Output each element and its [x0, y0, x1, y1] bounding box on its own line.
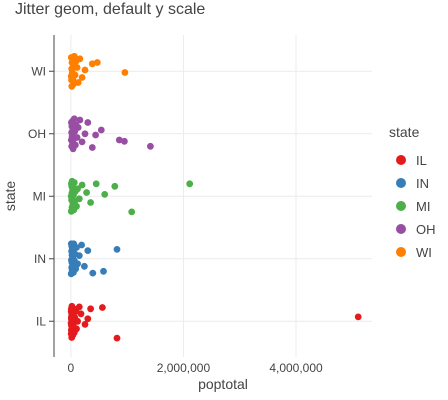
data-point	[81, 262, 88, 270]
x-tick-label: 4,000,000	[269, 361, 323, 375]
data-point	[67, 207, 75, 215]
legend-marker	[396, 155, 406, 165]
data-point	[101, 191, 109, 198]
data-point	[113, 334, 121, 342]
data-point	[68, 256, 75, 264]
legend-item-mi[interactable]: MI	[396, 199, 430, 214]
data-point	[68, 129, 75, 136]
series-mi	[67, 177, 194, 216]
data-point	[67, 72, 75, 80]
data-point	[88, 60, 96, 68]
data-point	[100, 267, 107, 275]
data-point	[78, 138, 86, 146]
data-point	[67, 240, 75, 248]
x-tick-label: 2,000,000	[157, 361, 211, 375]
legend-label: IN	[416, 176, 429, 191]
data-point	[67, 330, 75, 338]
legend-item-wi[interactable]: WI	[396, 245, 432, 260]
data-point	[78, 241, 85, 249]
legend-item-oh[interactable]: OH	[396, 222, 436, 237]
legend-item-in[interactable]: IN	[396, 176, 429, 191]
data-point	[115, 136, 123, 144]
data-point	[354, 313, 362, 321]
data-point	[67, 54, 75, 61]
data-point	[68, 82, 76, 90]
data-point	[68, 264, 76, 271]
data-point	[84, 247, 92, 255]
data-point	[68, 65, 76, 73]
data-point	[67, 270, 75, 278]
legend: state IL IN MI OH WI	[389, 124, 436, 260]
chart-title: Jitter geom, default y scale	[15, 1, 205, 18]
y-tick-label: WI	[31, 64, 46, 78]
data-point	[81, 321, 89, 328]
y-tick-label: IL	[36, 314, 46, 328]
y-tick-label: MI	[33, 189, 46, 203]
data-point	[92, 131, 99, 139]
data-point	[67, 314, 75, 321]
legend-label: IL	[416, 153, 427, 168]
legend-marker	[396, 247, 406, 257]
data-point	[97, 126, 105, 134]
y-tick-label: IN	[34, 252, 46, 266]
data-point	[68, 247, 75, 255]
data-point	[81, 66, 89, 74]
data-point	[99, 304, 106, 311]
y-tick-label: OH	[28, 127, 46, 141]
data-point	[92, 180, 100, 188]
data-point	[147, 142, 154, 150]
data-point	[67, 319, 75, 327]
data-point	[78, 181, 86, 189]
data-point	[68, 59, 76, 66]
data-point	[89, 269, 97, 277]
legend-title: state	[389, 124, 420, 140]
data-point	[87, 199, 94, 206]
data-point	[88, 144, 96, 151]
data-point	[68, 142, 76, 150]
data-point	[67, 192, 75, 200]
data-point	[84, 119, 92, 126]
data-point	[186, 180, 194, 188]
data-point	[128, 208, 136, 216]
series-oh	[67, 115, 154, 153]
data-point	[68, 180, 75, 188]
legend-marker	[396, 201, 406, 211]
axes: 0 2,000,000 4,000,000 IL IN MI OH WI	[28, 35, 323, 375]
x-axis-title: poptotal	[198, 376, 248, 392]
data-points	[67, 52, 362, 342]
series-in	[67, 240, 121, 278]
data-point	[81, 130, 89, 138]
data-point	[121, 137, 128, 145]
data-point	[113, 246, 121, 253]
data-point	[87, 305, 94, 313]
series-il	[67, 302, 362, 342]
legend-label: OH	[416, 222, 436, 237]
legend-item-il[interactable]: IL	[396, 153, 427, 168]
data-point	[67, 307, 75, 315]
data-point	[111, 182, 119, 190]
data-point	[83, 189, 90, 196]
legend-marker	[396, 178, 406, 188]
legend-label: WI	[416, 245, 432, 260]
legend-label: MI	[416, 199, 430, 214]
data-point	[78, 74, 86, 81]
data-point	[67, 136, 75, 144]
series-wi	[67, 52, 129, 90]
data-point	[121, 69, 129, 76]
data-point	[84, 315, 92, 323]
y-axis-title: state	[2, 181, 18, 212]
legend-marker	[396, 224, 406, 234]
data-point	[68, 119, 75, 126]
x-tick-label: 0	[68, 361, 75, 375]
data-point	[76, 116, 84, 124]
